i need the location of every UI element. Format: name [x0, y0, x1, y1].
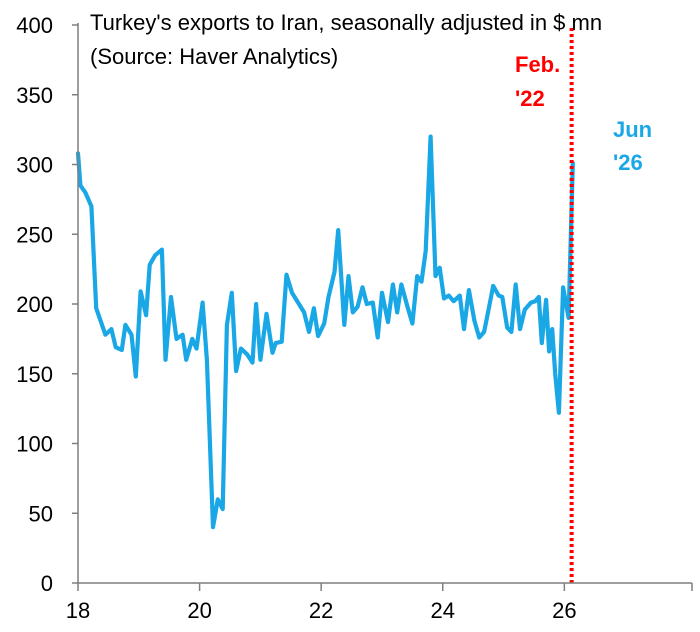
y-tick-label: 100: [16, 432, 53, 457]
x-tick-label: 22: [309, 598, 333, 623]
y-tick-label: 350: [16, 83, 53, 108]
x-tick-label: 18: [66, 598, 90, 623]
y-tick-label: 300: [16, 153, 53, 178]
x-tick-label: 20: [187, 598, 211, 623]
y-tick-label: 250: [16, 222, 53, 247]
feb-22-label-line2: '22: [515, 86, 545, 111]
y-axis: 0 50 100 150 200 250 300 350 400: [16, 13, 79, 596]
y-tick-label: 50: [29, 501, 53, 526]
feb-22-label-line1: Feb.: [515, 52, 560, 77]
y-tick-label: 200: [16, 292, 53, 317]
series-layer: [75, 134, 575, 530]
y-tick-label: 150: [16, 362, 53, 387]
chart-title: Turkey's exports to Iran, seasonally adj…: [90, 10, 602, 35]
jun-26-label-line1: Jun: [613, 117, 652, 142]
chart-subtitle: (Source: Haver Analytics): [90, 44, 338, 69]
x-tick-label: 26: [552, 598, 576, 623]
x-axis: 18 20 22 24 26: [66, 582, 693, 623]
jun-26-label-line2: '26: [613, 150, 643, 175]
y-tick-label: 0: [41, 571, 53, 596]
series-line-0: [75, 134, 575, 530]
y-tick-label: 400: [16, 13, 53, 38]
x-tick-label: 24: [431, 598, 455, 623]
